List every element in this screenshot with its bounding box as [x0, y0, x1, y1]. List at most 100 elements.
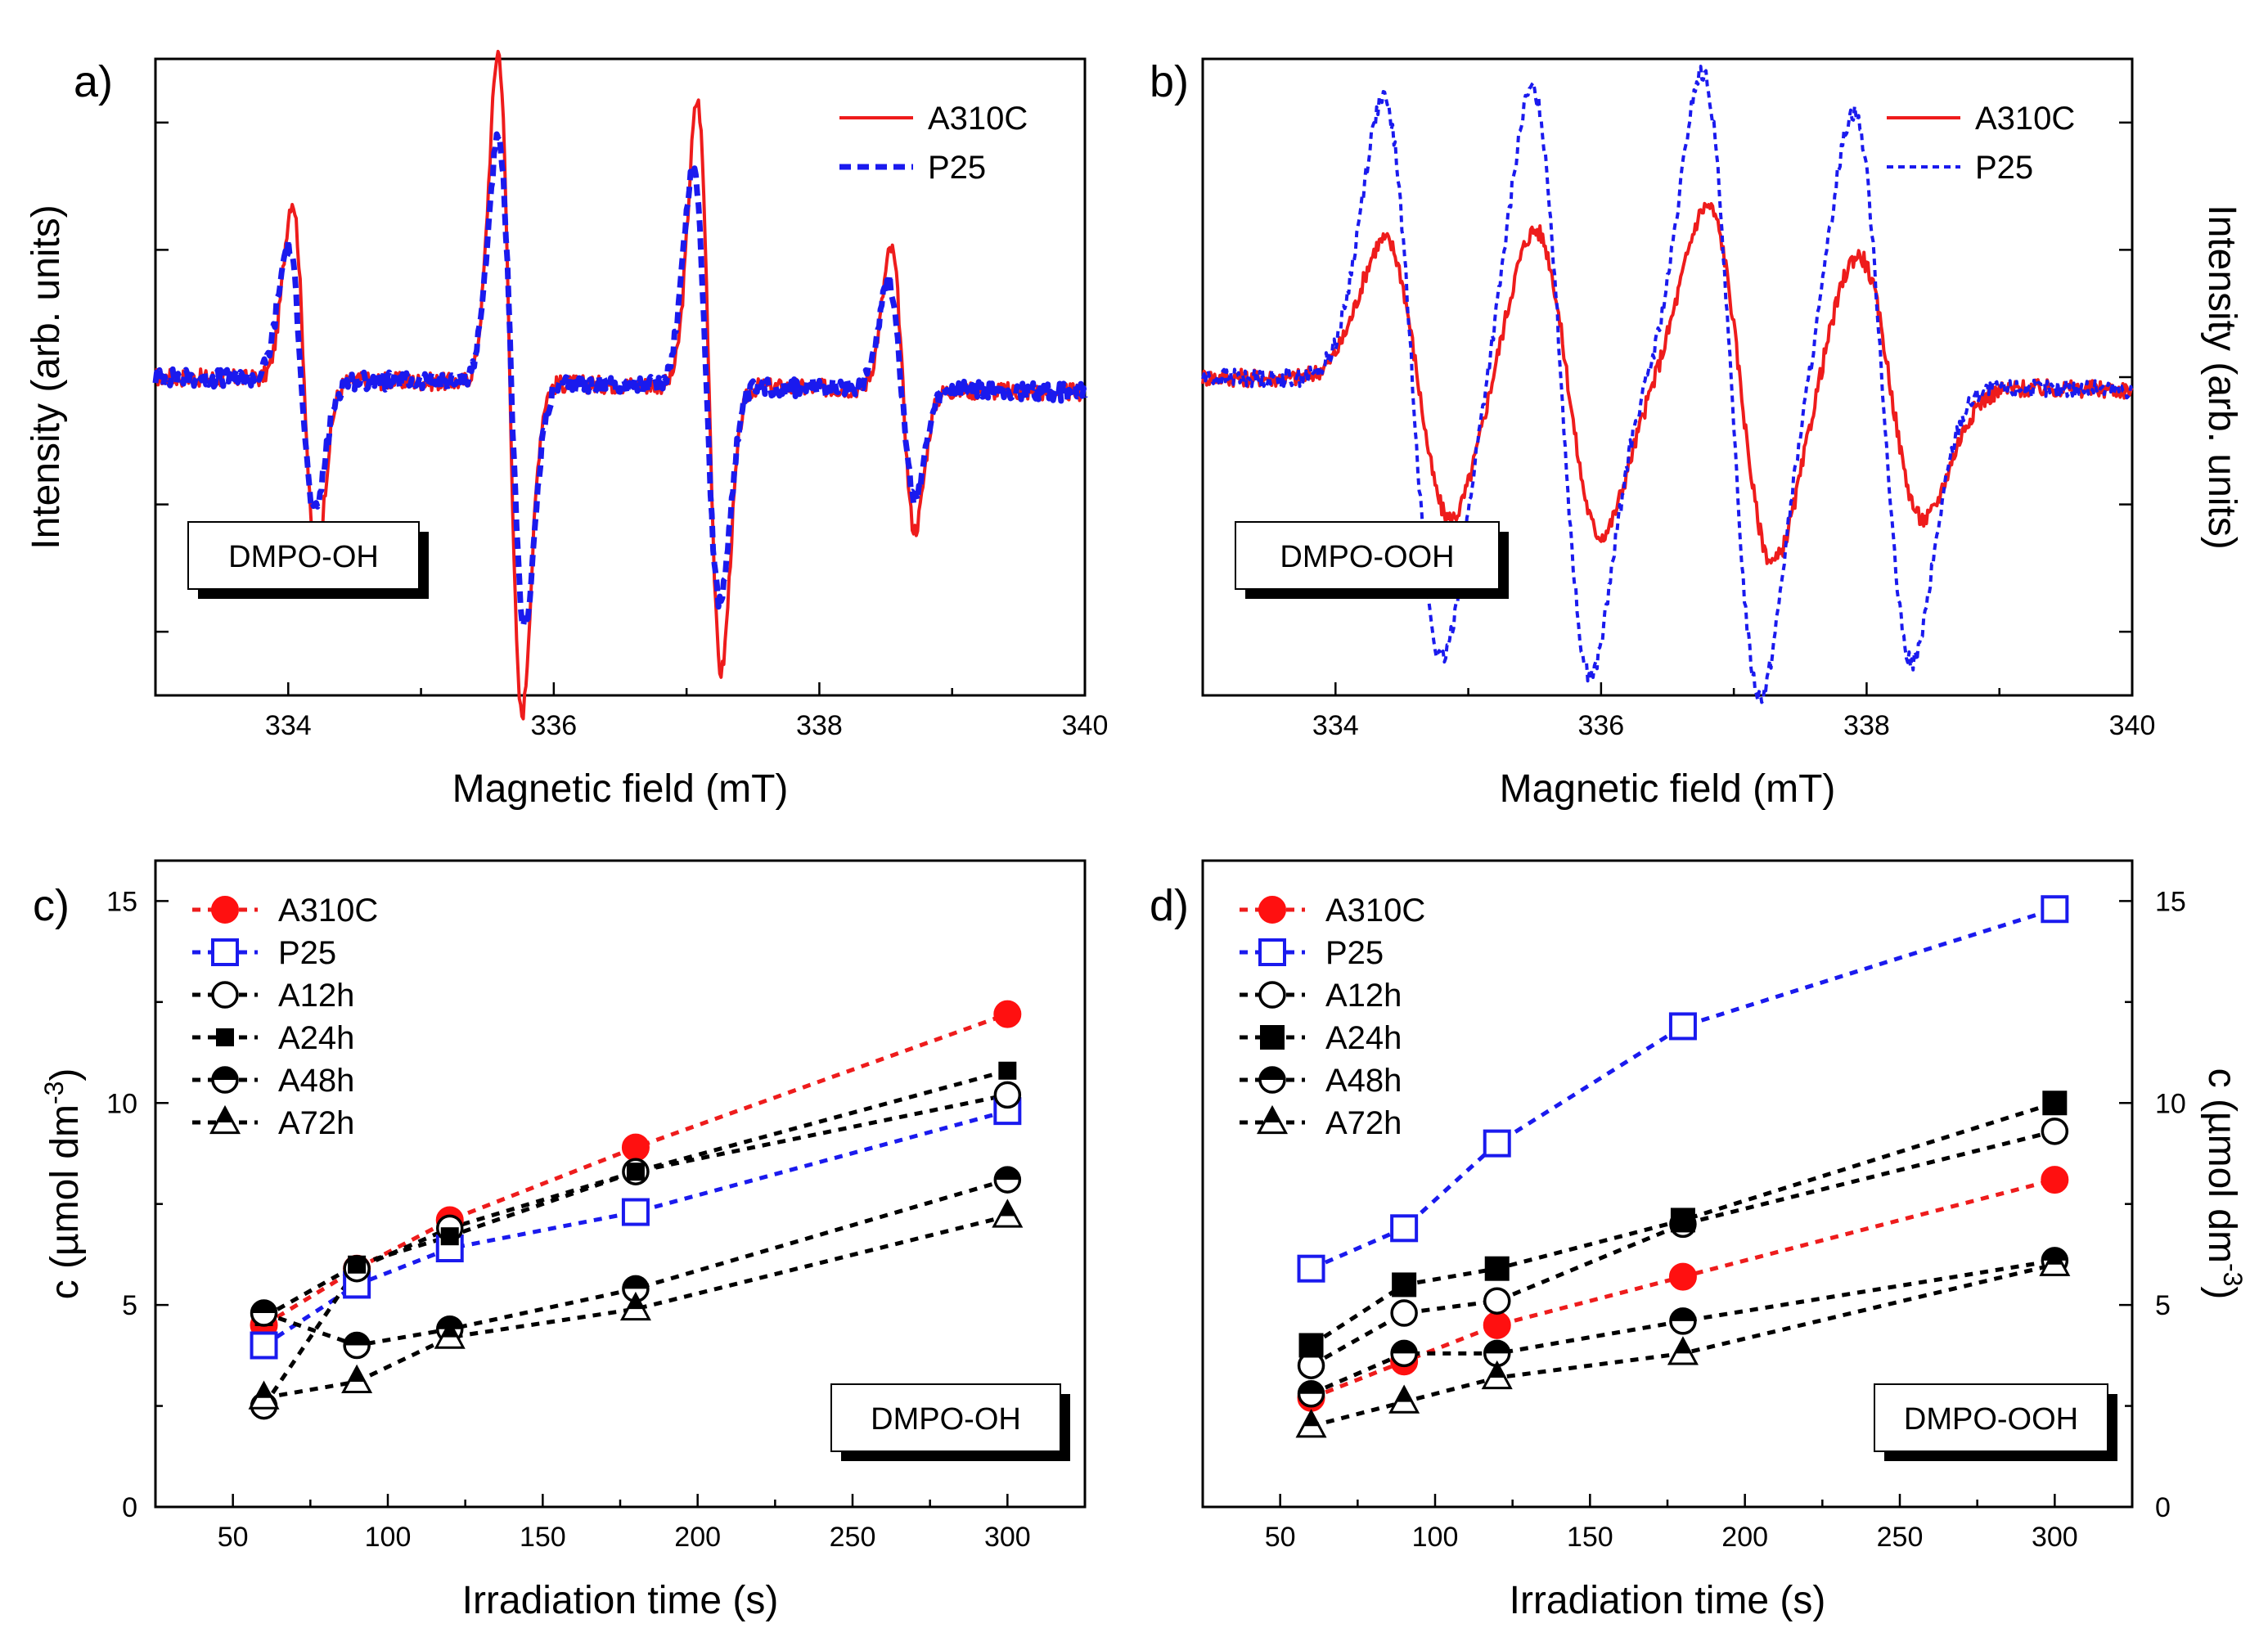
data-point-A72h [434, 1320, 466, 1349]
legend-label: A310C [1975, 101, 2075, 137]
legend-marker-A72h [1256, 1104, 1289, 1135]
data-point-A24h [1298, 1333, 1324, 1358]
marker-fill [1490, 1363, 1504, 1378]
legend-label: A48h [1325, 1063, 1402, 1099]
data-point-P25 [1483, 1129, 1511, 1158]
box-frame [1235, 521, 1500, 590]
marker-fill [1304, 1411, 1318, 1427]
series-line-A72h [263, 1214, 1008, 1401]
y-axis-label: Intensity (arb. units) [25, 205, 68, 550]
data-point-A72h [1388, 1384, 1420, 1414]
legend-label: A48h [278, 1063, 354, 1099]
data-point-A72h [1481, 1360, 1513, 1390]
legend-label: A24h [1325, 1020, 1402, 1056]
data-point-A48h [993, 1166, 1022, 1194]
marker-fill [2048, 1249, 2062, 1265]
marker-fill [1392, 1341, 1417, 1354]
marker-fill [213, 1068, 237, 1080]
y-axis-label-close: ) [43, 1068, 87, 1082]
legend-label: A72h [278, 1105, 354, 1141]
y-tick-label: 10 [106, 1088, 137, 1119]
data-point-A72h [992, 1199, 1024, 1228]
data-point-A48h [1297, 1380, 1325, 1408]
marker-fill [1397, 1387, 1411, 1402]
legend-marker-A24h [1260, 1025, 1285, 1050]
data-point-A48h [622, 1275, 650, 1303]
marker-fill [1001, 1201, 1015, 1217]
data-point-A24h [1392, 1272, 1417, 1297]
marker-fill [257, 1383, 271, 1398]
marker-fill [995, 1167, 1020, 1181]
data-point-A310C [1483, 1311, 1511, 1339]
panel-a: a) 334 336 338 340 Magnetic field (mT) Intensi… [25, 49, 1109, 811]
legend-label: P25 [1975, 150, 2033, 186]
data-point-A72h [619, 1291, 651, 1321]
data-point-A24h [348, 1255, 367, 1274]
y-axis-label: c (µmol dm-3) [2200, 1068, 2248, 1300]
data-point-P25 [250, 1331, 278, 1360]
x-tick-label: 50 [218, 1522, 249, 1553]
legend-marker-A48h [1258, 1066, 1286, 1094]
legend-label: A12h [1325, 978, 1402, 1014]
panel-label: a) [74, 57, 113, 106]
x-tick-label: 340 [1062, 710, 1109, 741]
series-line-P25 [1310, 906, 2056, 1270]
x-tick-label: 300 [2032, 1522, 2078, 1553]
y-tick-label: 15 [2155, 886, 2186, 917]
data-point-A72h [2039, 1247, 2071, 1276]
data-point-P25 [621, 1198, 650, 1226]
legend-label: A24h [278, 1020, 354, 1056]
data-point-A12h [1483, 1287, 1511, 1315]
data-point-A72h [341, 1364, 373, 1394]
marker-fill [1676, 1338, 1690, 1354]
series-line-P25 [263, 1109, 1008, 1347]
legend-label: P25 [928, 150, 986, 186]
legend-marker-A12h [211, 981, 239, 1009]
x-tick-label: 300 [984, 1522, 1031, 1553]
legend-marker-A48h [211, 1066, 239, 1094]
legend-marker-A310C [1258, 896, 1286, 924]
marker-fill [344, 1333, 370, 1346]
y-axis-label-main: c (µmol dm [43, 1104, 87, 1299]
box-label: DMPO-OH [871, 1402, 1021, 1437]
data-point-A12h [993, 1081, 1022, 1109]
data-point-P25 [1390, 1214, 1419, 1243]
box-label: DMPO-OH [228, 540, 379, 574]
data-point-A310C [993, 1000, 1022, 1028]
x-tick-label: 340 [2109, 710, 2156, 741]
y-tick-label: 5 [2155, 1290, 2171, 1321]
marker-fill [443, 1322, 457, 1338]
x-tick-label: 336 [530, 710, 577, 741]
series-line-A310C [1310, 1177, 2055, 1401]
x-tick-label: 334 [265, 710, 312, 741]
x-tick-label: 50 [1265, 1522, 1296, 1553]
legend-marker-A12h [1258, 981, 1286, 1009]
data-point-A12h [2041, 1118, 2069, 1145]
x-tick-label: 200 [674, 1522, 721, 1553]
data-point-A48h [343, 1331, 371, 1360]
series-line-A310C [263, 1012, 1009, 1327]
marker-fill [1265, 1108, 1280, 1122]
data-point-A48h [250, 1299, 278, 1327]
marker-fill [1298, 1381, 1324, 1394]
x-axis-label: Magnetic field (mT) [1500, 767, 1836, 811]
data-point-P25 [1668, 1012, 1697, 1041]
data-point-P25 [2041, 895, 2069, 924]
y-axis-label-superscript: -3 [2218, 1263, 2248, 1286]
y-tick-label: 5 [122, 1290, 137, 1321]
data-point-A72h [248, 1380, 280, 1410]
legend-marker-A72h [209, 1104, 241, 1135]
legend-marker-P25 [211, 938, 239, 966]
box-label: DMPO-OOH [1904, 1402, 2078, 1437]
data-point-P25 [1297, 1254, 1325, 1283]
panel-b: b) 334 336 338 340 Magnetic field (mT) Intensi… [1150, 57, 2243, 811]
marker-fill [1670, 1308, 1695, 1321]
x-axis-label: Irradiation time (s) [1510, 1579, 1826, 1622]
y-tick-label: 15 [106, 886, 137, 917]
marker-fill [218, 1108, 232, 1122]
spectrum-A310C [1201, 201, 2134, 565]
y-axis-label: Intensity (arb. units) [2200, 205, 2243, 550]
box-frame [187, 521, 420, 590]
panel-label: c) [33, 881, 70, 930]
